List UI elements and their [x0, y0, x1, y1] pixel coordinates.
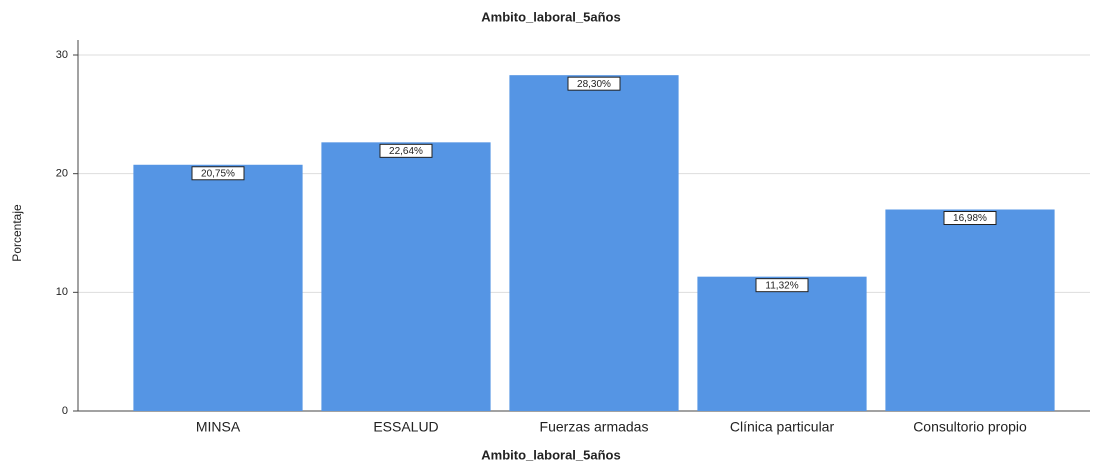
- value-label-box: [755, 278, 809, 293]
- y-tick-label: 0: [62, 405, 68, 417]
- x-tick-label: Fuerzas armadas: [540, 419, 649, 435]
- value-label-box: [379, 143, 433, 158]
- bar: [885, 209, 1055, 411]
- x-axis-title: Ambito_laboral_5años: [481, 447, 620, 462]
- chart-title: Ambito_laboral_5años: [481, 9, 620, 24]
- x-tick-label: MINSA: [196, 419, 241, 435]
- bar: [321, 142, 491, 411]
- bar: [509, 75, 679, 411]
- bar: [697, 276, 867, 411]
- y-axis-title: Porcentaje: [10, 204, 24, 262]
- x-tick-label: ESSALUD: [373, 419, 438, 435]
- y-tick-label: 30: [56, 49, 68, 61]
- value-label: 16,98%: [953, 213, 987, 224]
- value-label: 28,30%: [577, 79, 611, 90]
- value-label-box: [191, 166, 245, 181]
- value-label: 22,64%: [389, 146, 423, 157]
- x-tick-label: Clínica particular: [730, 419, 835, 435]
- value-label-box: [943, 211, 997, 226]
- value-label: 11,32%: [765, 280, 798, 291]
- y-tick-label: 20: [56, 168, 68, 180]
- bar: [133, 164, 303, 411]
- value-label: 20,75%: [201, 168, 235, 179]
- x-tick-label: Consultorio propio: [913, 419, 1027, 435]
- value-label-box: [567, 76, 621, 91]
- y-tick-label: 10: [56, 286, 68, 298]
